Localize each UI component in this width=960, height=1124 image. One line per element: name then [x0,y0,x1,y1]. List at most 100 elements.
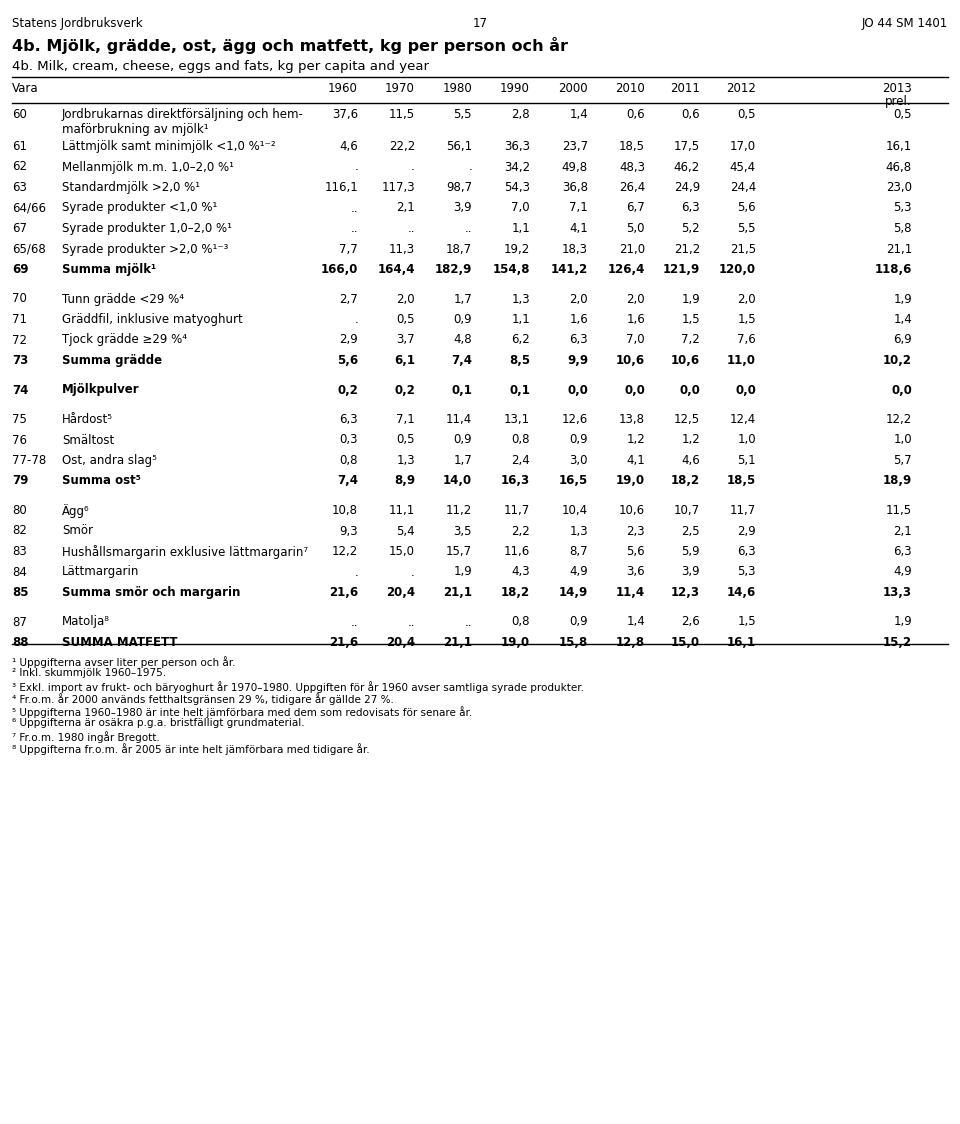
Text: 0,0: 0,0 [624,383,645,397]
Text: 1,3: 1,3 [396,454,415,466]
Text: 0,8: 0,8 [512,616,530,628]
Text: 10,6: 10,6 [616,354,645,368]
Text: 4,8: 4,8 [453,334,472,346]
Text: 18,3: 18,3 [562,243,588,255]
Text: 7,7: 7,7 [339,243,358,255]
Text: 10,6: 10,6 [671,354,700,368]
Text: 121,9: 121,9 [662,263,700,277]
Text: Matolja⁸: Matolja⁸ [62,616,109,628]
Text: 1970: 1970 [385,82,415,96]
Text: 16,3: 16,3 [501,474,530,488]
Text: 2000: 2000 [559,82,588,96]
Text: ..: .. [465,223,472,235]
Text: 19,2: 19,2 [504,243,530,255]
Text: 2,2: 2,2 [512,525,530,537]
Text: 72: 72 [12,334,27,346]
Text: Tjock grädde ≥29 %⁴: Tjock grädde ≥29 %⁴ [62,334,187,346]
Text: JO 44 SM 1401: JO 44 SM 1401 [862,17,948,30]
Text: Summa grädde: Summa grädde [62,354,162,368]
Text: 166,0: 166,0 [321,263,358,277]
Text: ⁷ Fr.o.m. 1980 ingår Bregott.: ⁷ Fr.o.m. 1980 ingår Bregott. [12,731,159,743]
Text: Hårdost⁵: Hårdost⁵ [62,413,113,426]
Text: 1980: 1980 [443,82,472,96]
Text: 17,0: 17,0 [730,140,756,153]
Text: .: . [354,565,358,579]
Text: 21,1: 21,1 [443,636,472,649]
Text: 87: 87 [12,616,27,628]
Text: 12,2: 12,2 [886,413,912,426]
Text: 7,2: 7,2 [682,334,700,346]
Text: .: . [411,565,415,579]
Text: 1,4: 1,4 [626,616,645,628]
Text: 6,9: 6,9 [893,334,912,346]
Text: 15,0: 15,0 [389,545,415,558]
Text: 0,8: 0,8 [512,434,530,446]
Text: 7,0: 7,0 [626,334,645,346]
Text: 0,0: 0,0 [567,383,588,397]
Text: 6,1: 6,1 [394,354,415,368]
Text: 11,3: 11,3 [389,243,415,255]
Text: 6,3: 6,3 [340,413,358,426]
Text: 5,4: 5,4 [396,525,415,537]
Text: .: . [411,161,415,173]
Text: 67: 67 [12,223,27,235]
Text: 3,9: 3,9 [453,201,472,215]
Text: Ost, andra slag⁵: Ost, andra slag⁵ [62,454,156,466]
Text: .: . [354,312,358,326]
Text: 2,8: 2,8 [512,108,530,121]
Text: ..: .. [350,616,358,628]
Text: 5,3: 5,3 [737,565,756,579]
Text: 5,5: 5,5 [737,223,756,235]
Text: 18,2: 18,2 [501,586,530,599]
Text: 10,4: 10,4 [562,504,588,517]
Text: Standardmjölk >2,0 %¹: Standardmjölk >2,0 %¹ [62,181,200,194]
Text: 0,5: 0,5 [737,108,756,121]
Text: 6,2: 6,2 [512,334,530,346]
Text: 7,1: 7,1 [569,201,588,215]
Text: 6,3: 6,3 [682,201,700,215]
Text: ..: .. [350,223,358,235]
Text: 5,5: 5,5 [453,108,472,121]
Text: 4b. Milk, cream, cheese, eggs and fats, kg per capita and year: 4b. Milk, cream, cheese, eggs and fats, … [12,60,429,73]
Text: 23,0: 23,0 [886,181,912,194]
Text: 16,1: 16,1 [727,636,756,649]
Text: 24,9: 24,9 [674,181,700,194]
Text: 15,8: 15,8 [559,636,588,649]
Text: Ägg⁶: Ägg⁶ [62,504,89,518]
Text: 21,1: 21,1 [443,586,472,599]
Text: 64/66: 64/66 [12,201,46,215]
Text: ¹ Uppgifterna avser liter per person och år.: ¹ Uppgifterna avser liter per person och… [12,656,235,668]
Text: 11,4: 11,4 [616,586,645,599]
Text: 2,4: 2,4 [512,454,530,466]
Text: Mellanmjölk m.m. 1,0–2,0 %¹: Mellanmjölk m.m. 1,0–2,0 %¹ [62,161,234,173]
Text: 3,5: 3,5 [453,525,472,537]
Text: 2,6: 2,6 [682,616,700,628]
Text: 16,1: 16,1 [886,140,912,153]
Text: 1960: 1960 [328,82,358,96]
Text: .: . [468,161,472,173]
Text: 118,6: 118,6 [875,263,912,277]
Text: 141,2: 141,2 [551,263,588,277]
Text: 36,8: 36,8 [562,181,588,194]
Text: 154,8: 154,8 [492,263,530,277]
Text: ⁵ Uppgifterna 1960–1980 är inte helt jämförbara med dem som redovisats för senar: ⁵ Uppgifterna 1960–1980 är inte helt jäm… [12,706,472,718]
Text: 62: 62 [12,161,27,173]
Text: 5,7: 5,7 [894,454,912,466]
Text: 4,6: 4,6 [339,140,358,153]
Text: ² Inkl. skummjölk 1960–1975.: ² Inkl. skummjölk 1960–1975. [12,669,166,679]
Text: Lättmargarin: Lättmargarin [62,565,139,579]
Text: 4,3: 4,3 [512,565,530,579]
Text: 1,9: 1,9 [453,565,472,579]
Text: 12,5: 12,5 [674,413,700,426]
Text: 73: 73 [12,354,28,368]
Text: prel.: prel. [885,96,912,108]
Text: 7,0: 7,0 [512,201,530,215]
Text: 4,1: 4,1 [626,454,645,466]
Text: 126,4: 126,4 [608,263,645,277]
Text: 0,5: 0,5 [396,312,415,326]
Text: 1,5: 1,5 [737,312,756,326]
Text: 164,4: 164,4 [377,263,415,277]
Text: 2,5: 2,5 [682,525,700,537]
Text: 1,4: 1,4 [893,312,912,326]
Text: Vara: Vara [12,82,38,96]
